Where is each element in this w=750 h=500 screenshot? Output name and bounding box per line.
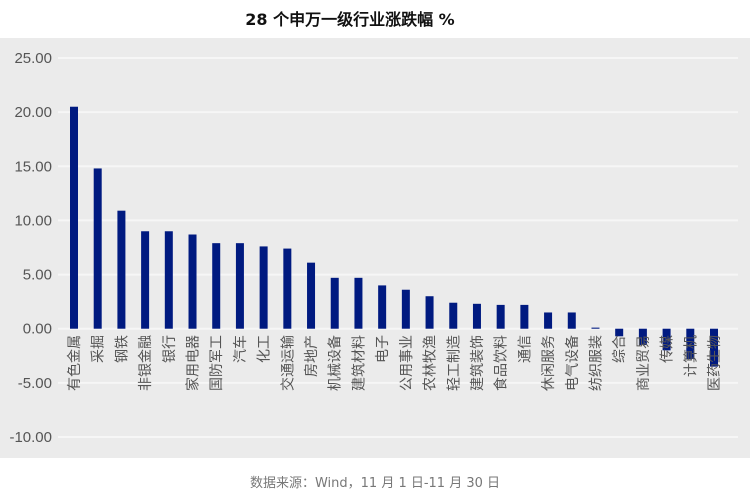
y-tick-label: 15.00 (14, 158, 52, 175)
bar (283, 248, 292, 329)
x-tick-label: 通信 (517, 335, 533, 363)
x-tick-label: 汽车 (232, 335, 249, 363)
bar (164, 231, 173, 329)
x-tick-label: 食品饮料 (493, 335, 510, 391)
bar (496, 304, 505, 329)
x-tick-label: 医药生物 (707, 335, 723, 391)
bar (544, 312, 553, 329)
x-tick-label: 化工 (257, 335, 273, 363)
x-tick-label: 休闲服务 (541, 335, 557, 391)
x-tick-label: 商业贸易 (636, 335, 652, 391)
x-tick-label: 采掘 (91, 335, 107, 363)
bar (401, 289, 410, 329)
x-tick-label: 农林牧渔 (423, 335, 439, 391)
bar (686, 328, 695, 360)
bar (567, 312, 576, 329)
x-tick-label: 建筑装饰 (470, 335, 486, 391)
y-tick-label: 5.00 (23, 267, 52, 284)
x-tick-label: 非银金融 (138, 335, 154, 391)
x-tick-label: 银行 (162, 335, 178, 363)
bar (378, 285, 387, 329)
y-tick-label: -5.00 (18, 375, 52, 392)
x-tick-label: 轻工制造 (446, 335, 462, 391)
bar (662, 328, 671, 351)
x-tick-label: 钢铁 (114, 335, 130, 363)
bar (354, 277, 363, 329)
bar (93, 168, 102, 329)
x-tick-label: 交通运输 (279, 335, 296, 391)
source-note: 数据来源：Wind，11 月 1 日-11 月 30 日 (249, 476, 501, 491)
x-tick-label: 公用事业 (399, 335, 415, 391)
bar (520, 304, 529, 329)
bar (212, 243, 221, 329)
bar (117, 210, 126, 329)
x-tick-label: 建筑材料 (351, 335, 367, 391)
bar (425, 296, 434, 329)
bar (638, 328, 647, 345)
bar (710, 328, 718, 367)
y-tick-label: -10.00 (9, 429, 52, 446)
bar (235, 243, 244, 329)
bar (307, 262, 316, 329)
bar (615, 328, 624, 337)
bar (472, 303, 481, 329)
chart-title: 28 个申万一级行业涨跌幅 % (245, 10, 455, 29)
y-tick-label: 25.00 (14, 50, 52, 67)
x-tick-label: 电子 (375, 335, 391, 363)
bar (70, 106, 78, 329)
x-tick-label: 纺织服装 (588, 335, 604, 391)
x-tick-label: 计算机 (683, 335, 699, 377)
bar (141, 231, 150, 329)
x-tick-label: 家用电器 (185, 335, 202, 391)
bar (259, 246, 268, 329)
y-tick-label: 10.00 (14, 212, 52, 229)
x-tick-label: 国防军工 (209, 335, 225, 391)
x-tick-label: 房地产 (304, 335, 320, 377)
x-tick-label: 有色金属 (66, 335, 83, 391)
bar (330, 277, 339, 329)
bar (449, 302, 458, 329)
x-tick-label: 综合 (612, 335, 628, 363)
y-tick-label: 0.00 (23, 321, 52, 338)
bar (591, 327, 600, 329)
y-tick-label: 20.00 (14, 104, 52, 121)
bar (188, 234, 197, 329)
x-tick-label: 电气设备 (564, 335, 581, 391)
x-tick-label: 机械设备 (327, 335, 344, 391)
x-tick-label: 传媒 (660, 335, 676, 363)
plot-background (0, 38, 750, 458)
